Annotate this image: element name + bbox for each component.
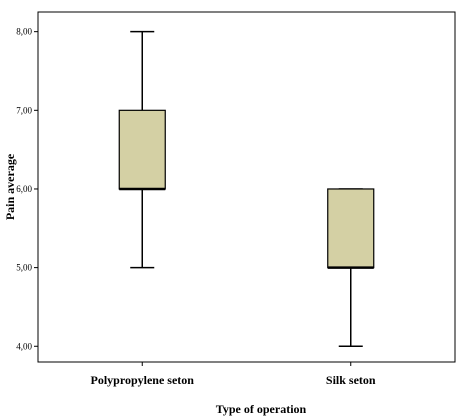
x-axis-title: Type of operation [216, 402, 307, 416]
y-tick-label: 8,00 [16, 27, 32, 37]
y-axis-title: Pain average [3, 153, 17, 220]
y-tick-label: 5,00 [16, 263, 32, 273]
y-tick-label: 6,00 [16, 184, 32, 194]
x-category-label: Polypropylene seton [91, 373, 195, 387]
x-category-label: Silk seton [326, 373, 376, 387]
y-tick-label: 4,00 [16, 341, 32, 351]
box-iqr [327, 188, 375, 269]
box-iqr [118, 109, 166, 190]
y-tick-label: 7,00 [16, 105, 32, 115]
plot-frame [37, 11, 456, 363]
